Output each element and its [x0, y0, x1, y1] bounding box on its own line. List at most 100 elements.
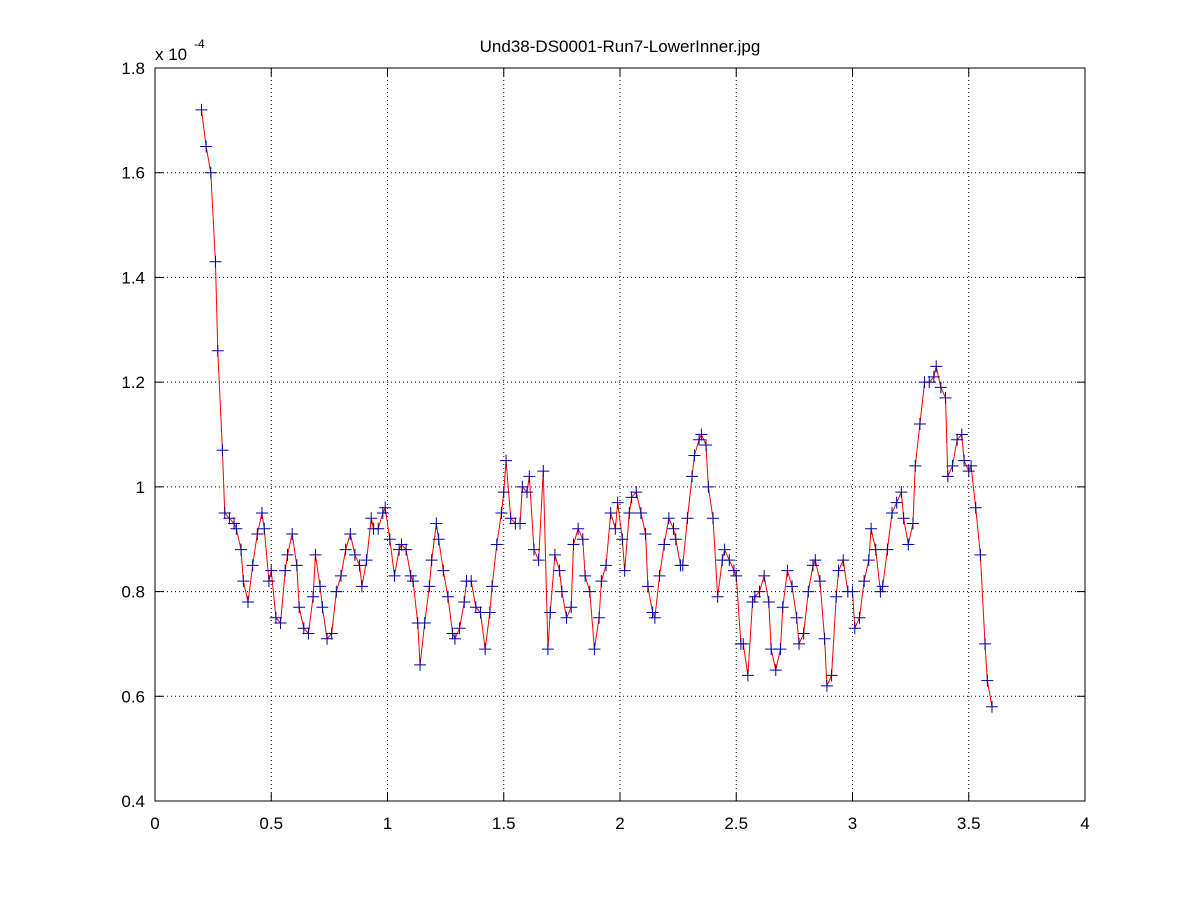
data-marker [676, 559, 689, 572]
data-marker [818, 632, 831, 645]
data-marker [979, 637, 992, 650]
data-marker [618, 564, 631, 577]
y-tick-label: 1 [136, 478, 145, 497]
data-marker [869, 543, 882, 556]
data-marker [718, 543, 731, 556]
data-marker [853, 611, 866, 624]
data-marker [553, 564, 566, 577]
data-marker [986, 700, 998, 713]
data-marker [497, 486, 510, 499]
data-marker [423, 580, 436, 593]
data-marker [693, 433, 706, 446]
data-marker [376, 507, 389, 520]
data-marker [941, 470, 954, 483]
x-tick-label: 1 [383, 814, 392, 833]
data-marker [204, 166, 217, 179]
data-marker [537, 465, 550, 478]
data-marker [930, 360, 943, 373]
data-marker [667, 522, 680, 535]
data-marker [588, 643, 601, 656]
data-marker [600, 559, 613, 572]
data-marker [400, 543, 413, 556]
data-marker [646, 606, 659, 619]
data-marker [730, 569, 743, 582]
x-tick-label: 0 [150, 814, 159, 833]
data-marker [339, 543, 352, 556]
data-marker [962, 465, 975, 478]
y-tick-label: 1.2 [121, 373, 145, 392]
data-marker [516, 480, 529, 493]
data-marker [846, 585, 859, 598]
data-marker [286, 527, 299, 540]
data-marker [446, 627, 459, 640]
data-marker [830, 590, 843, 603]
data-marker [548, 548, 561, 561]
data-marker [532, 554, 545, 567]
data-marker [307, 590, 320, 603]
data-marker [486, 580, 499, 593]
data-marker [951, 433, 964, 446]
data-marker [453, 622, 466, 635]
data-marker [902, 538, 915, 551]
data-marker [837, 554, 850, 567]
data-marker [927, 370, 940, 383]
data-marker [572, 522, 585, 535]
data-marker [895, 486, 908, 499]
data-marker [858, 575, 871, 588]
data-marker [802, 585, 815, 598]
data-marker [293, 601, 306, 614]
data-marker [388, 569, 401, 582]
data-marker [353, 559, 366, 572]
x-tick-label: 4 [1080, 814, 1089, 833]
y-tick-label: 1.6 [121, 164, 145, 183]
data-marker [344, 527, 357, 540]
data-marker [514, 517, 527, 530]
data-marker [479, 643, 492, 656]
data-marker [634, 507, 647, 520]
data-marker [969, 501, 982, 514]
data-marker [595, 575, 608, 588]
data-marker [609, 522, 622, 535]
data-marker [560, 611, 573, 624]
data-marker [583, 585, 596, 598]
data-marker [746, 596, 759, 609]
data-marker [741, 669, 754, 682]
data-marker [458, 596, 471, 609]
data-marker [669, 533, 682, 546]
data-marker [813, 575, 826, 588]
data-marker [437, 564, 450, 577]
data-marker [325, 627, 338, 640]
x-tick-label: 3.5 [957, 814, 981, 833]
data-marker [309, 548, 322, 561]
data-marker [769, 664, 782, 677]
data-marker [523, 470, 536, 483]
data-marker [495, 507, 508, 520]
data-marker [748, 590, 761, 603]
data-marker [604, 507, 617, 520]
data-marker [483, 606, 496, 619]
data-marker [648, 611, 661, 624]
data-marker [865, 522, 878, 535]
data-marker [541, 643, 554, 656]
data-marker [806, 559, 819, 572]
x-tick-label: 2.5 [724, 814, 748, 833]
data-marker [274, 616, 287, 629]
data-marker [544, 606, 557, 619]
data-marker [593, 611, 606, 624]
data-marker [448, 632, 461, 645]
data-marker [360, 554, 373, 567]
data-marker [279, 564, 292, 577]
data-marker [195, 103, 208, 116]
data-marker [686, 470, 699, 483]
data-marker [653, 569, 666, 582]
data-marker [965, 459, 978, 472]
data-marker [567, 538, 580, 551]
data-marker [832, 564, 845, 577]
data-marker [579, 569, 592, 582]
data-marker [379, 501, 392, 514]
data-marker [662, 512, 675, 525]
data-marker [302, 627, 315, 640]
data-marker [330, 585, 343, 598]
data-marker [758, 569, 771, 582]
